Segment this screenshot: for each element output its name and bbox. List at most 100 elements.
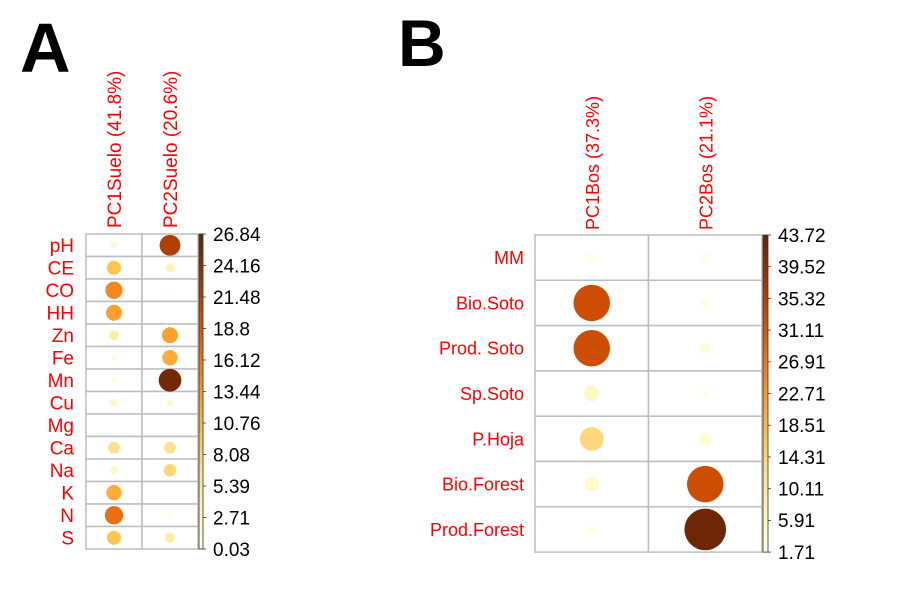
- colorbar-segment: [763, 340, 768, 347]
- colorbar-segment: [199, 533, 203, 539]
- colorbar-segment: [763, 282, 768, 289]
- colorbar-segment: [199, 349, 203, 356]
- colorbar-segment: [199, 491, 203, 497]
- colorbar-segment: [199, 365, 203, 371]
- colorbar-segment: [763, 235, 768, 241]
- data-circle-HH-1: [105, 304, 123, 321]
- colorbar-segment: [199, 375, 203, 382]
- colorbar-segment: [763, 287, 768, 294]
- colorbar-segment: [199, 522, 203, 529]
- data-circle-Bio.Forest-2: [687, 465, 724, 503]
- colorbar-segment: [763, 441, 768, 447]
- data-circle-HH-2: [168, 311, 172, 314]
- data-circle-pH-1: [110, 242, 118, 249]
- colorbar-segment: [199, 281, 203, 287]
- colorbar-segment: [763, 488, 768, 495]
- data-circle-Prod.Forest-1: [587, 525, 596, 534]
- colorbar-segment: [199, 459, 203, 466]
- colorbar-segment: [763, 509, 768, 516]
- colorbar-segment: [199, 512, 203, 518]
- colorbar-segment: [763, 467, 768, 474]
- colorbar-segment: [763, 451, 768, 458]
- colorbar-segment: [763, 372, 768, 379]
- colorbar-segment: [763, 419, 768, 426]
- colorbar-segment: [199, 360, 203, 366]
- colorbar-segment: [763, 240, 768, 247]
- colorbar-segment: [763, 414, 768, 421]
- colorbar-segment: [199, 307, 203, 314]
- colorbar-segment: [763, 277, 768, 284]
- colorbar-segment: [763, 456, 768, 463]
- colorbar-segment: [199, 339, 203, 345]
- data-circle-Ca-1: [108, 441, 120, 454]
- row-label: Mn: [48, 371, 74, 392]
- data-circle-N-2: [168, 513, 172, 518]
- colorbar-segment: [199, 381, 203, 387]
- data-circle-Zn-2: [161, 327, 179, 344]
- grid-cell: [534, 506, 650, 553]
- data-circle-Prod.Forest-2: [684, 508, 727, 551]
- data-circle-Bio.Soto-1: [573, 284, 610, 322]
- colorbar-segment: [199, 486, 203, 492]
- column-label: PC1Bos (37.3%): [583, 96, 603, 230]
- colorbar-segment: [763, 356, 768, 363]
- colorbar-segment: [763, 319, 768, 326]
- colorbar-segment: [763, 398, 768, 405]
- colorbar-segment: [199, 312, 203, 319]
- row-label: pH: [50, 236, 74, 257]
- row-label: HH: [47, 304, 74, 325]
- colorbar-segment: [199, 517, 203, 524]
- colorbar-segment: [199, 407, 203, 413]
- column-label: PC2Suelo (20.6%): [161, 71, 182, 228]
- row-label: Zn: [52, 326, 74, 347]
- colorbar-segment: [199, 255, 203, 261]
- colorbar-segment: [199, 244, 203, 251]
- colorbar-segment: [763, 256, 768, 262]
- colorbar-segment: [199, 543, 203, 550]
- colorbar-segment: [199, 344, 203, 350]
- colorbar-segment: [763, 430, 768, 437]
- data-circle-Sp.Soto-2: [701, 389, 710, 398]
- data-circle-CE-2: [165, 263, 175, 273]
- colorbar-segment: [199, 423, 203, 429]
- data-circle-Prod. Soto-1: [573, 330, 610, 367]
- panel-label: B: [398, 6, 446, 80]
- colorbar-segment: [199, 475, 203, 482]
- colorbar-segment: [763, 324, 768, 331]
- colorbar-segment: [763, 472, 768, 479]
- colorbar-segment: [199, 260, 203, 266]
- colorbar-segment: [763, 478, 768, 484]
- row-label: Fe: [52, 349, 74, 370]
- colorbar-segment: [763, 266, 768, 273]
- data-circle-Bio.Soto-2: [700, 298, 710, 308]
- colorbar-segment: [763, 271, 768, 278]
- colorbar-segment: [763, 393, 768, 400]
- colorbar-segment: [199, 433, 203, 440]
- colorbar-segment: [199, 333, 203, 340]
- row-label: N: [60, 506, 74, 527]
- row-label: CE: [48, 259, 74, 280]
- colorbar-segment: [199, 265, 203, 272]
- colorbar-segment: [199, 465, 203, 471]
- colorbar-tick-label: 14.31: [778, 448, 826, 469]
- colorbar-segment: [199, 402, 203, 408]
- colorbar-tick-label: 18.8: [213, 319, 250, 340]
- colorbar-segment: [763, 345, 768, 352]
- data-circle-K-1: [106, 485, 122, 501]
- panel-label: A: [20, 9, 71, 87]
- colorbar-segment: [199, 501, 203, 508]
- colorbar-segment: [763, 388, 768, 395]
- colorbar-tick-label: 1.71: [778, 543, 815, 564]
- data-circle-Zn-1: [109, 330, 119, 341]
- colorbar-segment: [199, 507, 203, 513]
- colorbar-segment: [763, 493, 768, 500]
- colorbar-segment: [199, 328, 203, 335]
- colorbar-tick-label: 16.12: [213, 351, 261, 372]
- colorbar-tick-label: 5.39: [213, 477, 250, 498]
- colorbar-segment: [199, 286, 203, 293]
- colorbar-segment: [199, 291, 203, 298]
- colorbar-segment: [199, 297, 203, 303]
- column-label: PC2Bos (21.1%): [696, 96, 716, 230]
- column-label: PC1Suelo (41.8%): [105, 71, 126, 228]
